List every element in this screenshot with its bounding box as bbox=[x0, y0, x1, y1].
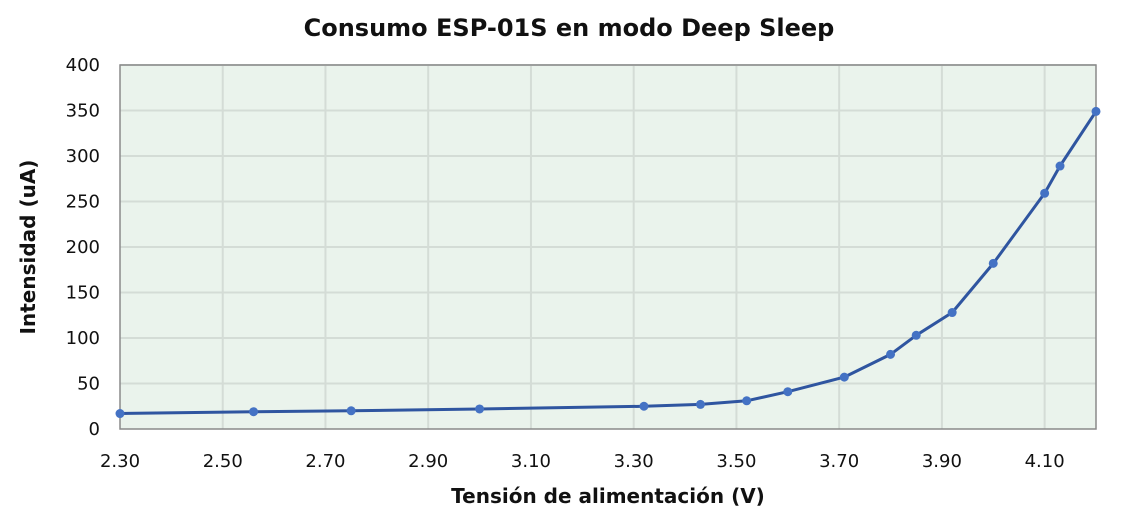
x-tick-label: 3.90 bbox=[922, 451, 962, 472]
y-tick-label: 100 bbox=[66, 328, 100, 349]
x-tick-label: 3.70 bbox=[819, 451, 859, 472]
x-tick-label: 3.50 bbox=[716, 451, 756, 472]
y-tick-label: 200 bbox=[66, 237, 100, 258]
data-point bbox=[1091, 106, 1101, 116]
data-point bbox=[1040, 188, 1050, 198]
y-tick-label: 50 bbox=[77, 374, 100, 395]
y-tick-label: 400 bbox=[66, 55, 100, 76]
series-line bbox=[119, 110, 1098, 415]
x-tick-label: 3.10 bbox=[511, 451, 551, 472]
x-tick-label: 4.10 bbox=[1025, 451, 1065, 472]
y-tick-label: 150 bbox=[66, 283, 100, 304]
data-point bbox=[947, 308, 957, 318]
y-tick-label: 300 bbox=[66, 146, 100, 167]
data-point bbox=[475, 404, 485, 414]
data-point bbox=[115, 409, 125, 419]
y-tick-label: 0 bbox=[89, 419, 100, 440]
x-tick-label: 2.70 bbox=[305, 451, 345, 472]
x-tick-label: 2.90 bbox=[408, 451, 448, 472]
data-point bbox=[911, 330, 921, 340]
data-point bbox=[249, 407, 259, 417]
data-point bbox=[988, 258, 998, 268]
data-point bbox=[783, 387, 793, 397]
x-axis-label: Tensión de alimentación (V) bbox=[451, 484, 765, 508]
data-point bbox=[1055, 161, 1065, 171]
x-tick-label: 2.50 bbox=[203, 451, 243, 472]
data-point bbox=[839, 372, 849, 382]
data-point bbox=[639, 401, 649, 411]
x-tick-label: 3.30 bbox=[614, 451, 654, 472]
plot-border bbox=[119, 64, 1097, 430]
data-point bbox=[695, 399, 705, 409]
data-point bbox=[346, 406, 356, 416]
data-point bbox=[742, 396, 752, 406]
chart-title: Consumo ESP-01S en modo Deep Sleep bbox=[303, 14, 835, 42]
y-tick-label: 350 bbox=[66, 101, 100, 122]
x-tick-label: 2.30 bbox=[100, 451, 140, 472]
data-point bbox=[886, 349, 896, 359]
y-tick-label: 250 bbox=[66, 192, 100, 213]
